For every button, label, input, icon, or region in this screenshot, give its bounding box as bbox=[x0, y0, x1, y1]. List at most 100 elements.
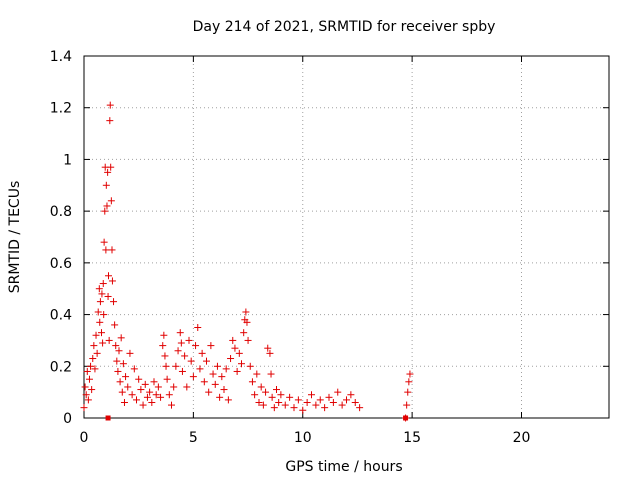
y-tick-label: 1.2 bbox=[50, 101, 72, 117]
data-point bbox=[107, 163, 115, 171]
data-point bbox=[403, 401, 411, 409]
data-point bbox=[143, 393, 151, 401]
data-point bbox=[257, 383, 265, 391]
y-tick-label: 0.8 bbox=[50, 204, 72, 220]
data-point bbox=[290, 404, 298, 412]
data-point bbox=[118, 388, 126, 396]
data-point bbox=[251, 391, 259, 399]
data-point bbox=[200, 378, 208, 386]
x-tick-label: 0 bbox=[80, 430, 89, 446]
data-point bbox=[187, 357, 195, 365]
data-point bbox=[80, 404, 88, 412]
data-point bbox=[240, 329, 248, 337]
data-point bbox=[218, 373, 226, 381]
data-point bbox=[88, 386, 96, 394]
data-point bbox=[110, 298, 118, 306]
data-point bbox=[325, 393, 333, 401]
data-point bbox=[233, 367, 241, 375]
data-point bbox=[83, 367, 91, 375]
data-point bbox=[96, 298, 104, 306]
data-point bbox=[174, 347, 182, 355]
data-point bbox=[111, 321, 119, 329]
x-tick-label: 5 bbox=[189, 430, 198, 446]
data-point bbox=[102, 181, 110, 189]
data-point bbox=[316, 396, 324, 404]
data-point bbox=[100, 238, 108, 246]
data-point bbox=[286, 393, 294, 401]
data-point-square bbox=[403, 415, 409, 421]
data-point bbox=[275, 398, 283, 406]
data-point bbox=[92, 331, 100, 339]
data-point bbox=[157, 393, 165, 401]
data-point bbox=[102, 246, 110, 254]
data-point bbox=[105, 336, 113, 344]
data-point bbox=[178, 367, 186, 375]
data-point bbox=[106, 117, 114, 125]
data-point bbox=[255, 398, 263, 406]
data-point bbox=[152, 391, 160, 399]
data-point bbox=[209, 370, 217, 378]
data-point bbox=[231, 344, 239, 352]
data-point bbox=[185, 336, 193, 344]
data-point bbox=[227, 355, 235, 363]
data-point bbox=[99, 339, 107, 347]
data-point bbox=[266, 349, 274, 357]
data-point bbox=[120, 398, 128, 406]
data-point bbox=[89, 355, 97, 363]
data-point bbox=[203, 357, 210, 365]
data-point bbox=[128, 391, 136, 399]
data-point bbox=[259, 401, 267, 409]
data-point bbox=[308, 391, 315, 399]
data-point bbox=[101, 207, 109, 215]
data-point bbox=[137, 386, 145, 394]
data-point bbox=[93, 349, 101, 357]
data-point bbox=[406, 370, 414, 378]
data-point bbox=[244, 336, 252, 344]
data-point bbox=[196, 365, 204, 373]
data-point bbox=[262, 388, 270, 396]
data-point bbox=[122, 373, 130, 381]
data-point bbox=[98, 290, 106, 298]
data-point bbox=[238, 360, 245, 368]
data-point bbox=[176, 329, 184, 337]
data-point bbox=[205, 388, 213, 396]
data-point bbox=[351, 398, 359, 406]
data-point bbox=[267, 370, 275, 378]
data-point bbox=[126, 349, 134, 357]
data-point bbox=[106, 101, 114, 109]
data-point bbox=[104, 292, 112, 300]
data-point bbox=[321, 404, 329, 412]
plot-frame bbox=[83, 55, 610, 419]
data-point bbox=[329, 398, 337, 406]
data-point bbox=[229, 336, 237, 344]
data-point bbox=[84, 396, 92, 404]
data-point bbox=[100, 311, 108, 319]
data-point bbox=[119, 360, 127, 368]
data-point bbox=[124, 383, 132, 391]
data-point bbox=[211, 380, 219, 388]
data-point bbox=[161, 352, 169, 360]
data-point bbox=[130, 365, 138, 373]
data-point bbox=[165, 391, 173, 399]
data-point-square bbox=[105, 415, 111, 421]
data-point bbox=[115, 347, 123, 355]
data-point bbox=[281, 401, 289, 409]
data-point bbox=[114, 367, 122, 375]
data-point bbox=[222, 365, 230, 373]
data-point bbox=[99, 280, 107, 288]
y-tick-label: 0.2 bbox=[50, 359, 72, 375]
data-point bbox=[220, 386, 228, 394]
data-point bbox=[95, 285, 103, 293]
data-point bbox=[98, 329, 105, 337]
data-point bbox=[198, 349, 206, 357]
grid bbox=[84, 56, 609, 418]
data-point bbox=[117, 334, 125, 342]
data-point bbox=[246, 362, 254, 370]
x-tick-label: 20 bbox=[513, 430, 531, 446]
x-tick-label: 10 bbox=[294, 430, 312, 446]
x-axis-label: GPS time / hours bbox=[285, 459, 402, 475]
data-point bbox=[189, 373, 197, 381]
data-point bbox=[242, 308, 250, 316]
data-point bbox=[141, 380, 149, 388]
